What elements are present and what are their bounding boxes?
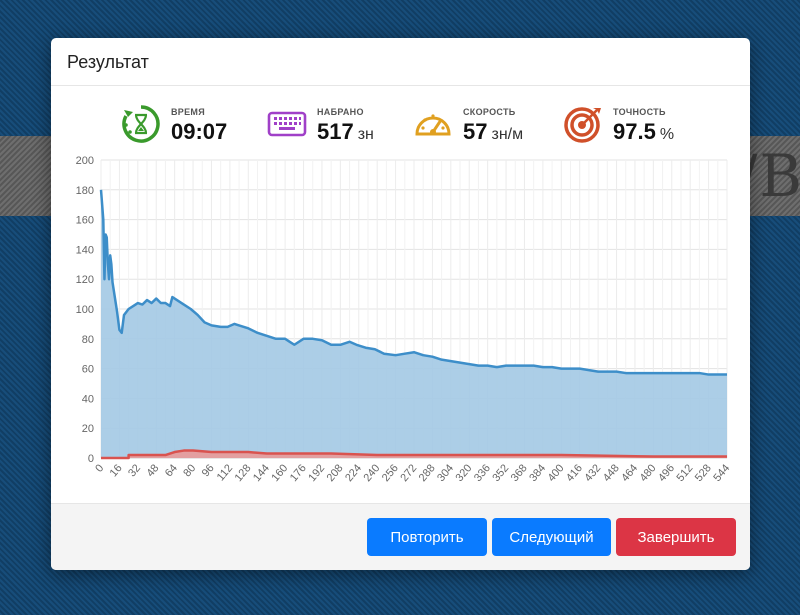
x-tick-label: 192: [306, 462, 327, 484]
x-tick-label: 304: [435, 462, 456, 484]
stat-time-value: 09:07: [171, 119, 228, 144]
stat-accuracy-value: 97.5%: [613, 119, 675, 144]
stats-bar: ВРЕМЯ 09:07 НАБРАНО 517 зн: [51, 102, 750, 146]
stat-typed-value: 517 зн: [317, 119, 374, 144]
y-tick-label: 120: [76, 274, 94, 286]
x-tick-label: 464: [619, 462, 640, 484]
x-tick-label: 208: [325, 462, 346, 484]
stat-speed-label: СКОРОСТЬ: [463, 107, 516, 117]
x-tick-label: 240: [361, 462, 382, 484]
x-tick-label: 336: [472, 462, 493, 484]
x-tick-label: 112: [215, 462, 235, 483]
next-button[interactable]: Следующий: [492, 518, 611, 556]
x-tick-label: 544: [711, 462, 732, 484]
y-tick-label: 20: [82, 423, 94, 435]
keyboard-icon: [267, 111, 307, 137]
x-tick-label: 96: [200, 462, 217, 479]
x-tick-label: 256: [380, 462, 401, 484]
x-tick-label: 496: [656, 462, 677, 484]
y-tick-label: 140: [76, 244, 94, 256]
x-tick-label: 64: [163, 462, 180, 479]
series-0-line: [99, 189, 727, 376]
x-tick-label: 480: [638, 462, 659, 484]
x-tick-label: 48: [144, 462, 161, 479]
speed-chart: 0 20 40 60 80 100 120 140 160 180 200 0 16 32 48 64 80 96…: [65, 150, 749, 488]
y-tick-label: 200: [76, 155, 94, 167]
y-tick-label: 100: [76, 304, 94, 316]
stat-accuracy-label: ТОЧНОСТЬ: [613, 107, 666, 117]
x-tick-label: 528: [693, 462, 714, 484]
x-tick-label: 416: [564, 462, 585, 484]
x-tick-label: 0: [93, 462, 106, 474]
x-tick-label: 288: [417, 462, 438, 484]
x-tick-label: 160: [269, 462, 290, 484]
x-tick-label: 400: [546, 462, 567, 484]
x-tick-label: 128: [233, 462, 254, 484]
x-tick-label: 448: [601, 462, 622, 484]
series-0-area: [101, 189, 727, 459]
x-tick-label: 32: [126, 462, 143, 479]
target-icon: [564, 107, 601, 143]
x-tick-label: 368: [509, 462, 530, 484]
y-tick-label: 60: [82, 364, 94, 376]
x-tick-label: 432: [582, 462, 603, 484]
stat-speed-value: 57 зн/м: [463, 119, 524, 144]
repeat-button[interactable]: Повторить: [367, 518, 487, 556]
x-tick-label: 320: [454, 462, 475, 484]
x-tick-label: 384: [527, 462, 548, 484]
result-modal: Результат ВРЕМЯ 09:07: [51, 38, 750, 570]
x-tick-label: 16: [108, 462, 125, 479]
y-tick-label: 160: [76, 215, 94, 227]
modal-footer: Повторить Следующий Завершить: [51, 503, 750, 570]
stat-typed-label: НАБРАНО: [317, 107, 364, 117]
x-tick-label: 144: [251, 462, 272, 484]
y-tick-label: 40: [82, 393, 94, 405]
modal-title: Результат: [51, 38, 750, 86]
finish-button[interactable]: Завершить: [616, 518, 736, 556]
y-tick-label: 180: [76, 185, 94, 197]
hourglass-timer-icon: [122, 105, 160, 143]
speedometer-icon: [415, 114, 451, 136]
x-tick-label: 176: [288, 462, 309, 484]
y-tick-label: 0: [88, 453, 94, 465]
stat-time-label: ВРЕМЯ: [171, 107, 205, 117]
x-tick-label: 272: [398, 462, 419, 484]
y-tick-label: 80: [82, 334, 94, 346]
x-tick-label: 80: [181, 462, 198, 479]
x-tick-label: 512: [674, 462, 695, 484]
series-1-line: [101, 449, 727, 460]
x-tick-label: 352: [490, 462, 511, 484]
x-tick-label: 224: [343, 462, 364, 484]
